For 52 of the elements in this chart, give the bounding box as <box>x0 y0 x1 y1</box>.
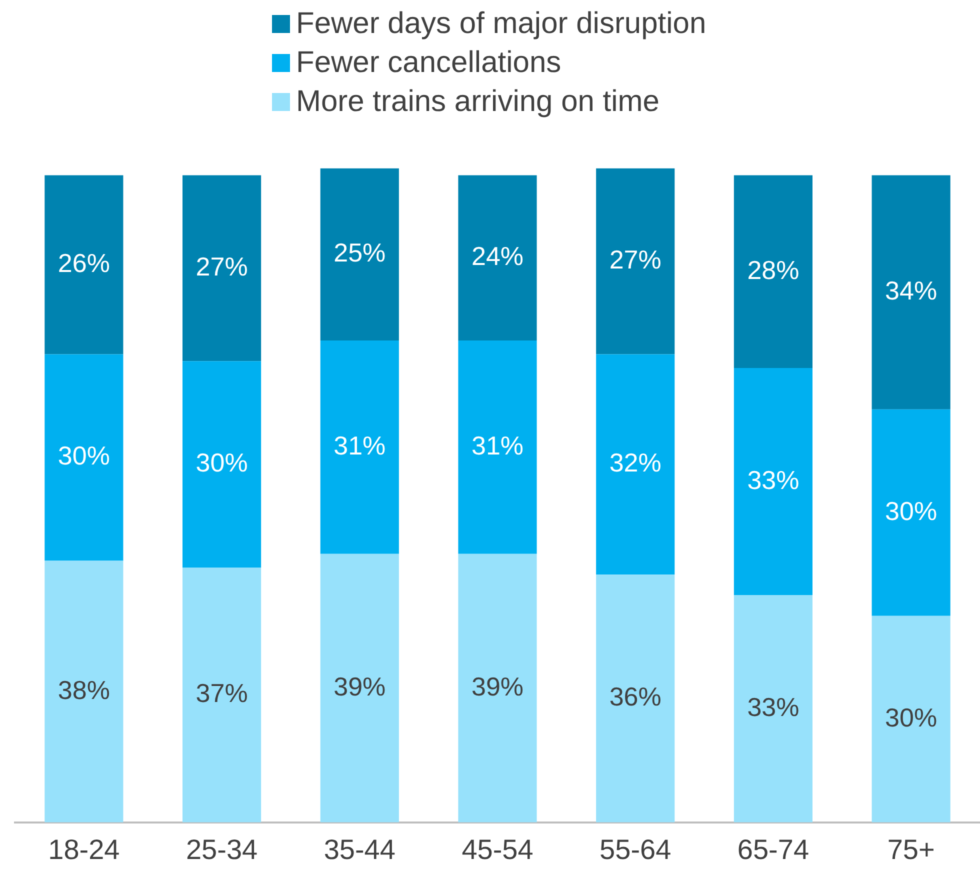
data-label: 25% <box>334 238 386 268</box>
data-label: 30% <box>885 496 938 526</box>
data-label: 38% <box>58 674 110 705</box>
x-tick-label: 75+ <box>887 834 935 865</box>
bar <box>182 361 262 568</box>
legend-label: More trains arriving on time <box>296 84 660 120</box>
bar <box>596 574 675 822</box>
data-label: 30% <box>58 440 110 471</box>
legend-label: Fewer cancellations <box>296 45 562 81</box>
bar <box>182 568 262 822</box>
data-label: 34% <box>885 276 938 306</box>
bar <box>596 168 675 354</box>
x-tick-label: 18-24 <box>48 834 120 865</box>
bar <box>734 595 813 822</box>
bar <box>320 168 399 341</box>
x-tick-label: 65-74 <box>737 834 810 865</box>
bar <box>872 175 950 410</box>
bar <box>44 354 124 561</box>
data-label: 27% <box>196 251 248 282</box>
bar <box>458 554 537 822</box>
x-tick-label: 35-44 <box>324 834 396 865</box>
data-label: 28% <box>747 254 800 285</box>
data-label: 39% <box>334 671 386 702</box>
data-label: 33% <box>747 464 800 495</box>
x-tick-label: 55-64 <box>600 834 672 865</box>
bar <box>734 175 813 368</box>
bar <box>320 340 399 554</box>
legend-label: Fewer days of major disruption <box>296 6 706 42</box>
bar <box>182 175 262 362</box>
bar <box>44 175 124 354</box>
data-label: 27% <box>609 244 662 275</box>
data-label: 33% <box>747 692 800 722</box>
data-label: 24% <box>471 241 524 272</box>
bar <box>44 560 124 822</box>
data-label: 36% <box>609 682 662 712</box>
x-tick-label: 45-54 <box>462 834 534 865</box>
data-label: 26% <box>58 248 110 278</box>
bar <box>458 175 537 341</box>
data-label: 30% <box>885 702 938 732</box>
data-label: 31% <box>334 430 386 460</box>
data-label: 31% <box>471 430 524 460</box>
data-label: 32% <box>609 448 662 478</box>
bar <box>596 354 675 575</box>
bar <box>734 368 813 596</box>
data-label: 37% <box>196 678 248 708</box>
x-tick-label: 25-34 <box>186 834 258 865</box>
bar <box>872 409 950 616</box>
bar <box>458 340 537 554</box>
data-label: 30% <box>196 448 248 478</box>
data-label: 39% <box>471 671 524 702</box>
bar <box>872 616 950 822</box>
bar <box>320 554 399 822</box>
